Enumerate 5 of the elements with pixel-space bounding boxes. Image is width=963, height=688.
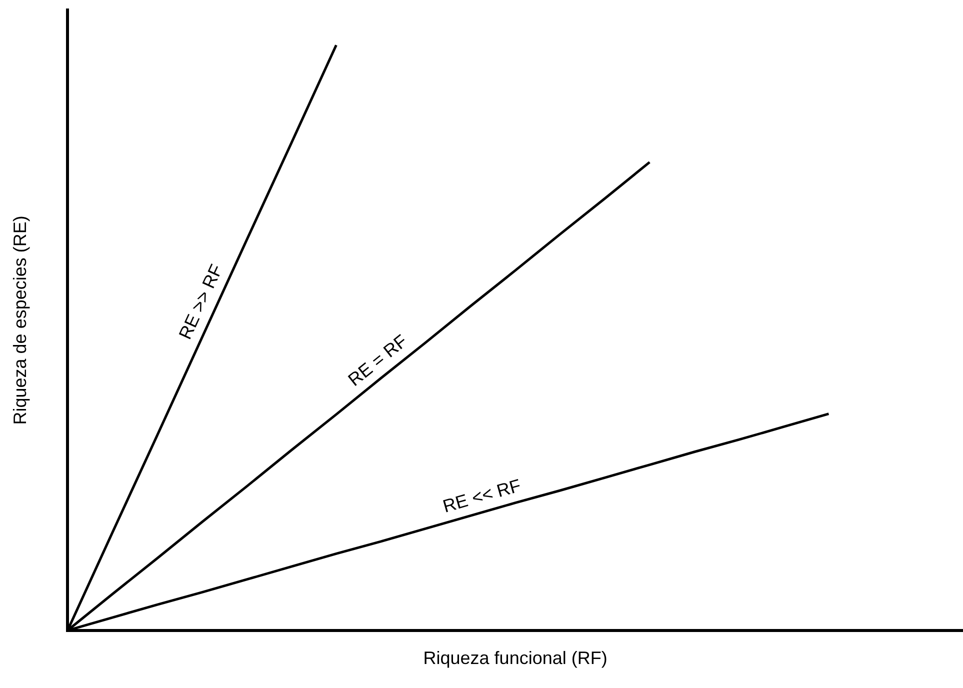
- text: RE >> RF: [174, 261, 227, 342]
- text: RE = RF: [344, 330, 412, 390]
- x-axis-title: Riqueza funcional (RF): [423, 648, 608, 668]
- text: RE << RF: [440, 475, 524, 516]
- y-axis-title: Riqueza de especies (RE): [10, 216, 30, 425]
